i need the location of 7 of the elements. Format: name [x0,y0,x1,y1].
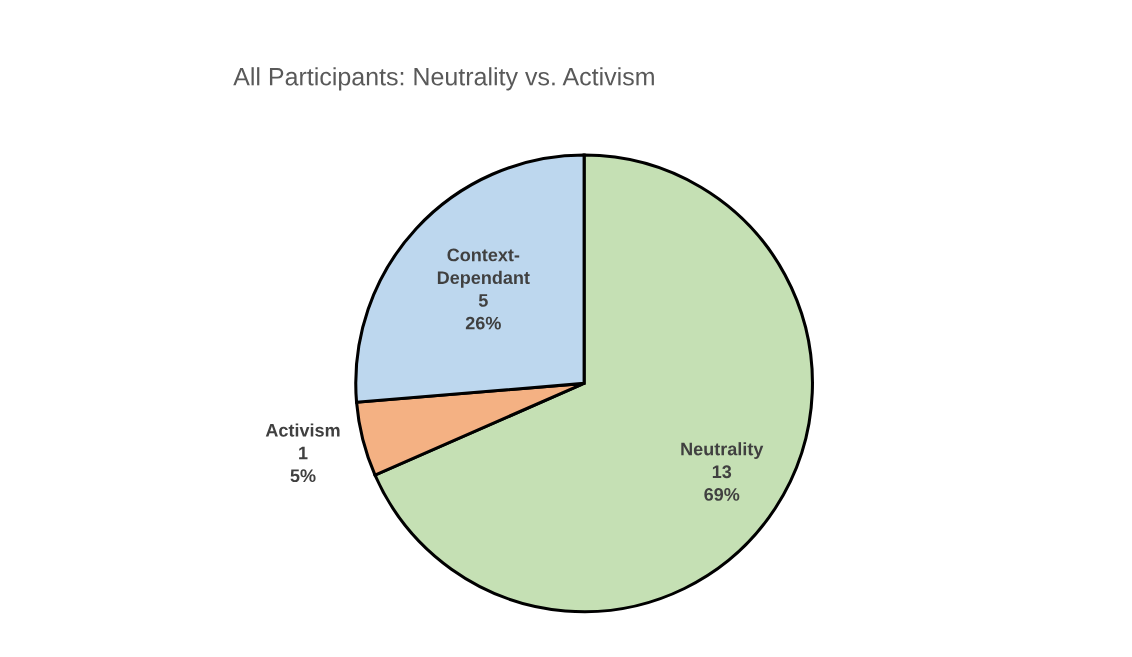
slice-label: Neutrality [681,442,764,459]
slice-label: Context- Dependant [437,248,530,288]
slice-label: Activism [265,423,340,437]
data-label: 13 69% [704,465,740,501]
data-label: 1 5% [290,446,316,483]
chart-title: All Participants: Neutrality vs. Activism [233,67,654,91]
data-label: 5 26% [465,294,501,330]
